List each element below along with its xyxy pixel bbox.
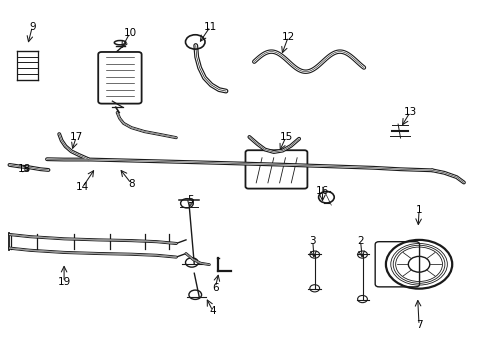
- Text: 16: 16: [315, 186, 328, 196]
- Text: 2: 2: [357, 236, 363, 246]
- Text: 5: 5: [187, 195, 194, 205]
- Text: 7: 7: [415, 320, 422, 330]
- FancyBboxPatch shape: [98, 52, 142, 104]
- Text: 19: 19: [58, 277, 71, 287]
- Text: 12: 12: [281, 32, 294, 41]
- Text: 8: 8: [128, 179, 134, 189]
- Text: 9: 9: [29, 22, 36, 32]
- Text: 4: 4: [209, 306, 216, 316]
- Text: 17: 17: [69, 132, 83, 142]
- Text: 15: 15: [279, 132, 292, 142]
- Text: 13: 13: [403, 107, 416, 117]
- FancyBboxPatch shape: [374, 242, 419, 287]
- FancyBboxPatch shape: [245, 150, 307, 189]
- Text: 14: 14: [76, 182, 89, 192]
- Text: 6: 6: [211, 283, 218, 293]
- Text: 11: 11: [203, 22, 217, 32]
- Text: 10: 10: [123, 28, 136, 38]
- Text: 18: 18: [18, 164, 31, 174]
- Text: 3: 3: [309, 236, 315, 246]
- Text: 1: 1: [415, 206, 422, 216]
